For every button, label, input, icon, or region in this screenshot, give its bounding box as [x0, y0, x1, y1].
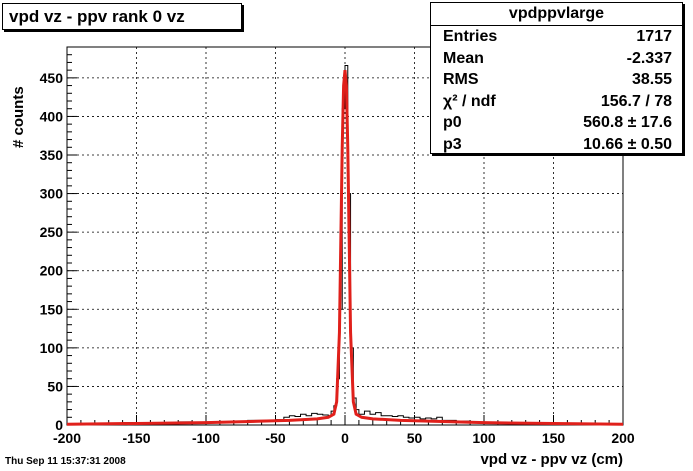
fit-curve	[66, 70, 624, 426]
y-axis: 0 50 100 150 200 250 300 350 400 450	[40, 54, 77, 433]
stats-row-rms: RMS 38.55	[431, 69, 682, 91]
x-tick-label: 50	[407, 430, 423, 446]
x-tick-label: 150	[542, 430, 566, 446]
y-tick-label: 350	[40, 147, 64, 163]
y-tick-label: 250	[40, 224, 64, 240]
y-tick-label: 300	[40, 186, 64, 202]
y-axis-label: # counts	[10, 86, 27, 148]
x-tick-label: -150	[122, 430, 150, 446]
x-tick-label: -100	[192, 430, 220, 446]
stats-value: 38.55	[631, 71, 672, 88]
timestamp: Thu Sep 11 15:37:31 2008	[5, 456, 126, 467]
x-tick-label: 0	[341, 430, 349, 446]
y-tick-label: 100	[40, 340, 64, 356]
x-tick-label: 200	[611, 430, 635, 446]
stats-value: 156.7 / 78	[600, 92, 672, 110]
y-tick-label: 400	[40, 108, 64, 124]
stats-row-entries: Entries 1717	[431, 26, 682, 48]
stats-value: 10.66 ± 0.50	[583, 135, 672, 153]
y-tick-label: 200	[40, 263, 64, 279]
stats-box: vpdppvlarge Entries 1717 Mean -2.337 RMS…	[430, 2, 683, 154]
stats-value: 1717	[636, 28, 672, 45]
stats-row-p0: p0 560.8 ± 17.6	[431, 112, 682, 134]
plot-title: vpd vz - ppv rank 0 vz	[2, 3, 242, 30]
x-axis-label: vpd vz - ppv vz (cm)	[480, 451, 623, 468]
y-tick-label: 450	[40, 70, 64, 86]
stats-key: RMS	[443, 71, 479, 88]
grid-lines	[67, 47, 623, 425]
x-tick-label: -200	[53, 430, 81, 446]
stats-key: Entries	[443, 28, 498, 45]
stats-key: p0	[443, 114, 462, 131]
x-axis: -200 -150 -100 -50 0 50 100 150 200	[53, 415, 635, 446]
y-tick-label: 150	[40, 301, 64, 317]
y-tick-label: 0	[55, 417, 63, 433]
stats-value: -2.337	[626, 49, 672, 67]
stats-key: p3	[443, 135, 462, 153]
x-tick-label: -50	[265, 430, 285, 446]
stats-key: Mean	[443, 49, 484, 67]
stats-row-chi2: χ² / ndf 156.7 / 78	[431, 91, 682, 113]
stats-row-p3: p3 10.66 ± 0.50	[431, 134, 682, 156]
stats-name: vpdppvlarge	[431, 3, 682, 26]
x-tick-label: 100	[472, 430, 496, 446]
stats-key: χ² / ndf	[443, 92, 496, 110]
y-tick-label: 50	[47, 378, 63, 394]
stats-value: 560.8 ± 17.6	[583, 114, 672, 131]
stats-row-mean: Mean -2.337	[431, 48, 682, 70]
